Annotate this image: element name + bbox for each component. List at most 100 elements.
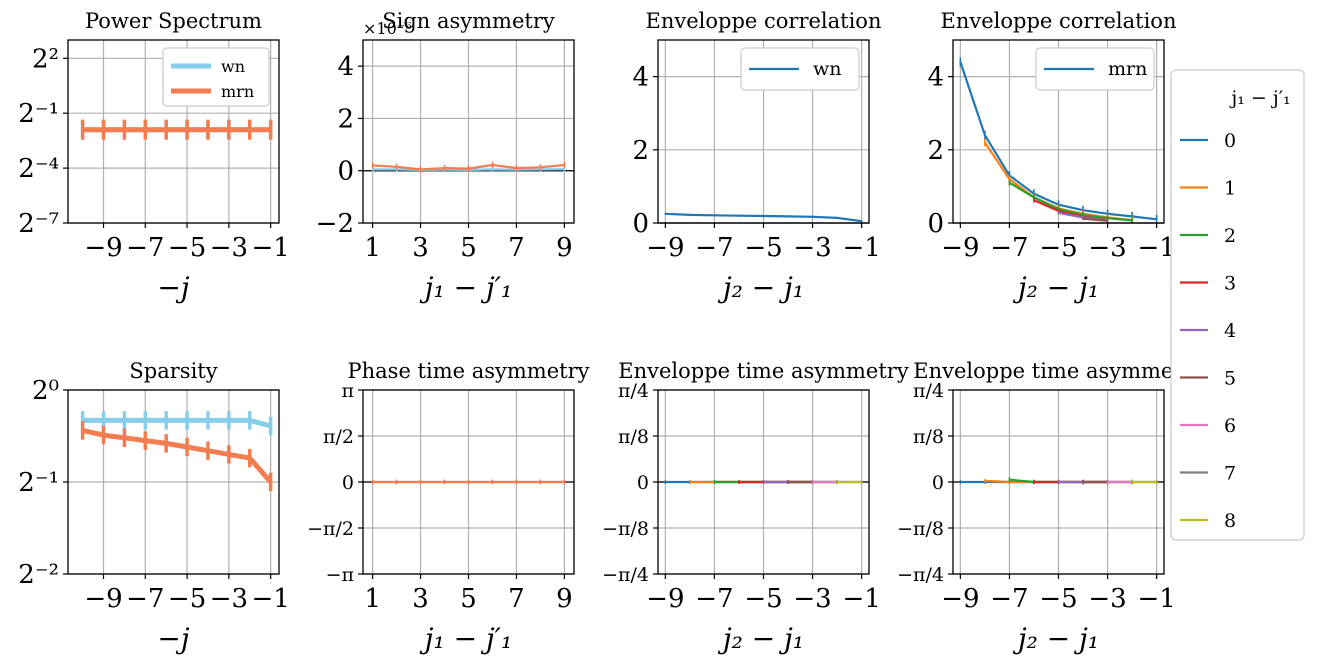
x-tick-label: −5: [744, 233, 782, 263]
x-tick-label: 1: [364, 233, 381, 263]
x-tick-label: −3: [1088, 233, 1126, 263]
x-tick-label: −3: [210, 584, 248, 614]
x-axis-label: j₂ − j₁: [717, 622, 804, 655]
y-tick-label: 0: [337, 157, 354, 187]
y-tick-label: 2: [927, 136, 944, 166]
y-tick-label: −π/8: [897, 518, 944, 540]
shared-legend-label: 6: [1224, 415, 1236, 437]
x-tick-label: −5: [168, 233, 206, 263]
x-tick-label: −3: [210, 233, 248, 263]
x-axis-label: j₂ − j₁: [1012, 622, 1099, 655]
panel-power: −9 −7 −5 −3 −1 2⁻⁷ 2⁻⁴ 2⁻¹ 2² Power Spectrum −j wn m…: [18, 9, 290, 304]
y-tick-label: π/8: [618, 426, 649, 448]
series-layer: [664, 480, 863, 484]
legend-box: [740, 47, 860, 91]
x-tick-label: −3: [1088, 584, 1126, 614]
y-tick-label: 2⁻⁴: [18, 154, 59, 184]
x-tick-label: −1: [842, 584, 880, 614]
y-tick-label: 0: [927, 209, 944, 239]
legend-box: [1035, 47, 1155, 91]
offset-text: ×10⁻⁶: [363, 19, 412, 38]
x-axis-label: −j: [157, 622, 189, 655]
y-tick-label: 2: [632, 136, 649, 166]
series-line-wn: [82, 417, 272, 429]
panel-title: Enveloppe correlation: [941, 9, 1177, 33]
y-tick-label: π/4: [913, 380, 944, 402]
y-tick-label: −2: [316, 209, 354, 239]
shared-legend-label: 0: [1224, 130, 1236, 152]
y-tick-label: 2⁰: [32, 376, 59, 406]
axes-frame: [67, 39, 280, 224]
shared-legend-label: 4: [1224, 320, 1236, 342]
panel-legend: wn mrn: [162, 47, 270, 107]
panel-title: Phase time asymmetry: [348, 359, 590, 383]
x-tick-label: −7: [126, 233, 164, 263]
x-axis-label: j₁ − j′₁: [419, 622, 512, 655]
shared-legend-label: 1: [1224, 178, 1236, 200]
y-tick-label: 4: [337, 52, 354, 82]
x-tick-label: −7: [990, 584, 1028, 614]
x-tick-label: −1: [1137, 233, 1175, 263]
x-tick-label: 5: [460, 584, 477, 614]
y-tick-label: 4: [632, 63, 649, 93]
x-tick-label: −5: [168, 584, 206, 614]
x-tick-label: −3: [793, 233, 831, 263]
x-tick-label: 3: [412, 584, 429, 614]
y-tick-label: π: [342, 380, 355, 402]
panel-env-mrn: −9 −7 −5 −3 −1 0 2 4 Enveloppe correlation j₂ − j…: [927, 9, 1176, 304]
series-line-2: [1008, 181, 1133, 222]
x-axis-label: j₂ − j₁: [717, 271, 804, 304]
y-tick-label: 0: [637, 472, 649, 494]
shared-legend-label: 5: [1224, 368, 1236, 390]
panel-title: Enveloppe time asymmetry: [913, 359, 1204, 383]
series-layer: [371, 161, 566, 173]
x-tick-label: 9: [556, 233, 573, 263]
x-tick-label: −9: [941, 584, 979, 614]
x-tick-label: −1: [842, 233, 880, 263]
panel-title: Sign asymmetry: [382, 9, 555, 33]
y-tick-label: −π: [326, 564, 354, 586]
x-tick-label: −9: [84, 584, 122, 614]
y-tick-label: 2: [337, 104, 354, 134]
y-tick-label: 2⁻¹: [18, 99, 59, 129]
x-tick-label: 7: [508, 233, 525, 263]
x-axis-label: −j: [157, 271, 189, 304]
shared-legend: j₁ − j′₁ 0 1 2 3 4 5 6 7 8: [1170, 69, 1305, 541]
y-tick-label: −π/4: [897, 564, 944, 586]
y-tick-label: π/8: [913, 426, 944, 448]
x-tick-label: −1: [251, 233, 289, 263]
panel-sparsity: −9 −7 −5 −3 −1 2⁻² 2⁻¹ 2⁰ Sparsity −j: [18, 359, 290, 655]
y-tick-label: 0: [342, 472, 354, 494]
series-layer: [80, 119, 273, 140]
legend-label: wn: [221, 57, 245, 76]
y-tick-label: π/4: [618, 380, 649, 402]
x-tick-label: −1: [251, 584, 289, 614]
legend-label: mrn: [1108, 58, 1147, 80]
x-tick-label: −7: [695, 233, 733, 263]
x-tick-label: 1: [364, 584, 381, 614]
x-tick-label: −7: [695, 584, 733, 614]
panel-env-wn: −9 −7 −5 −3 −1 0 2 4 Enveloppe correlation j₂ − j…: [632, 9, 881, 304]
x-axis-label: j₁ − j′₁: [419, 271, 512, 304]
panel-title: Enveloppe time asymmetry: [618, 359, 909, 383]
shared-legend-label: 7: [1224, 463, 1236, 485]
panel-title: Sparsity: [129, 359, 217, 383]
x-tick-label: 7: [508, 584, 525, 614]
series-layer: [959, 477, 1158, 485]
panel-legend: mrn: [1035, 47, 1155, 91]
x-tick-label: −5: [1039, 584, 1077, 614]
y-tick-label: 2²: [32, 44, 59, 74]
x-tick-label: −7: [990, 233, 1028, 263]
x-tick-label: 3: [412, 233, 429, 263]
y-tick-label: 2⁻²: [18, 560, 59, 590]
x-tick-label: −5: [1039, 233, 1077, 263]
shared-legend-title: j₁ − j′₁: [1229, 87, 1290, 109]
y-tick-label: 2⁻⁷: [18, 209, 59, 239]
x-tick-label: −9: [84, 233, 122, 263]
panel-legend: wn: [740, 47, 860, 91]
x-tick-label: −1: [1137, 584, 1175, 614]
series-line-5: [1082, 217, 1108, 222]
